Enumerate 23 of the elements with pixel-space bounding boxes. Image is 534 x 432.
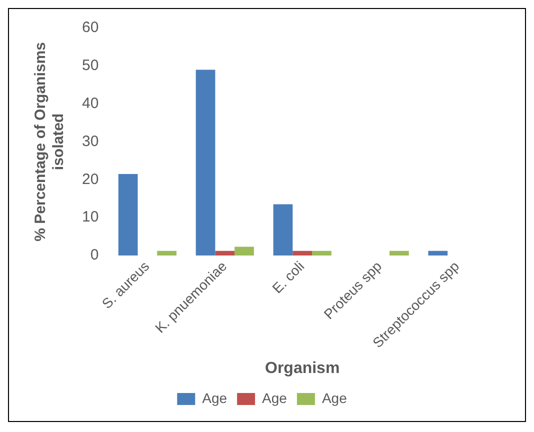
y-tick-label: 60 [82, 19, 99, 36]
bar [312, 250, 332, 256]
y-tick-label: 50 [82, 57, 99, 74]
bar [118, 174, 138, 256]
legend-label: Age [202, 390, 228, 406]
legend-label: Age [262, 390, 288, 406]
y-axis-title: % Percentage of Organisms isolated [32, 42, 68, 242]
bar [292, 250, 312, 256]
bar [389, 250, 409, 256]
legend-label: Age [322, 390, 348, 406]
y-tick-label: 0 [90, 246, 99, 264]
x-axis-title: Organism [265, 360, 340, 377]
bar [234, 246, 254, 256]
bar [157, 250, 176, 256]
y-tick-label: 30 [82, 132, 99, 150]
x-tick-label: E. coli [268, 258, 308, 296]
bar [428, 250, 448, 256]
y-tick-label: 40 [82, 94, 99, 112]
y-tick-label: 20 [82, 170, 99, 188]
bar [215, 250, 235, 256]
y-tick-label: 10 [82, 208, 99, 226]
bar [196, 70, 216, 256]
bar [273, 204, 293, 256]
